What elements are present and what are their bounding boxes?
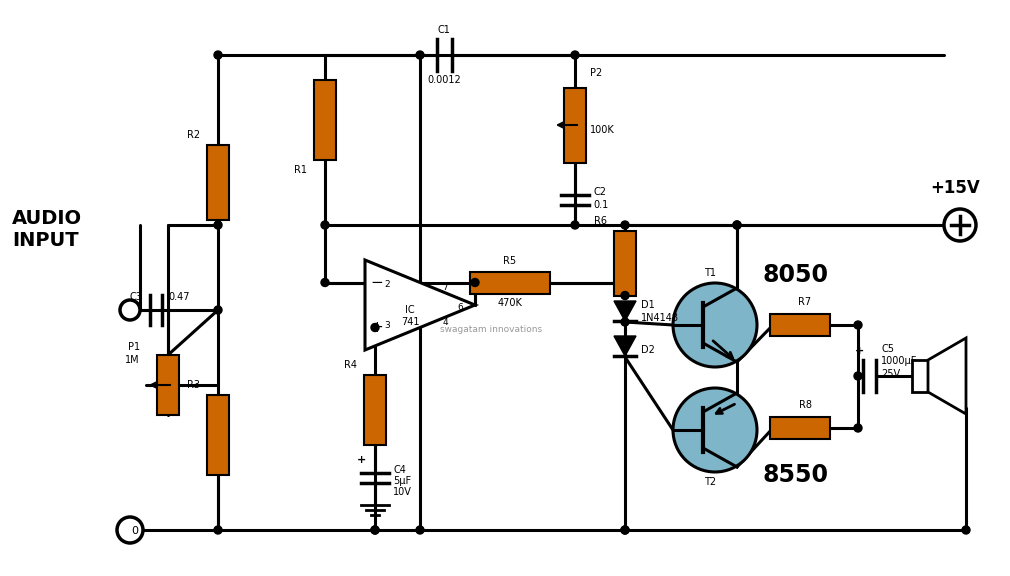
Text: AUDIO
INPUT: AUDIO INPUT (12, 210, 82, 251)
Bar (912, 360, 928, 392)
Text: 4.7K: 4.7K (389, 399, 398, 422)
Text: 25V: 25V (881, 369, 900, 379)
Text: C5: C5 (881, 344, 894, 354)
Bar (207, 145, 229, 219)
Bar (614, 230, 636, 295)
Text: 8050: 8050 (763, 263, 829, 287)
Circle shape (371, 526, 379, 534)
Text: 1N4148: 1N4148 (641, 313, 679, 323)
Text: 2: 2 (384, 280, 390, 289)
Circle shape (962, 526, 970, 534)
Text: 0.47: 0.47 (168, 292, 190, 302)
Text: R2: R2 (187, 130, 200, 139)
Circle shape (321, 279, 329, 286)
Text: 100K: 100K (590, 125, 615, 135)
Text: +: + (855, 346, 865, 356)
Circle shape (854, 424, 862, 432)
Text: D2: D2 (641, 345, 654, 355)
Text: −: − (371, 275, 384, 290)
Text: 0.1: 0.1 (593, 200, 608, 210)
Bar (314, 80, 336, 160)
Circle shape (673, 283, 758, 367)
Text: 270K: 270K (232, 422, 241, 448)
Text: 6: 6 (458, 302, 463, 312)
Bar (564, 88, 586, 162)
Circle shape (571, 221, 579, 229)
Text: +: + (371, 320, 384, 335)
Circle shape (733, 221, 741, 229)
Text: 270K: 270K (232, 169, 241, 195)
Text: C2: C2 (593, 187, 606, 197)
Circle shape (621, 526, 629, 534)
Text: 0: 0 (131, 526, 138, 536)
Text: 7: 7 (442, 283, 447, 292)
Text: R4: R4 (344, 360, 357, 370)
Bar (770, 417, 830, 439)
Text: R8: R8 (799, 400, 811, 410)
Text: 1Ω: 1Ω (793, 341, 808, 351)
Circle shape (214, 51, 222, 59)
Text: 5μF: 5μF (393, 476, 411, 486)
Circle shape (621, 291, 629, 300)
Circle shape (673, 388, 758, 472)
Circle shape (117, 517, 143, 543)
Circle shape (321, 221, 329, 229)
Text: +15V: +15V (930, 179, 980, 197)
Bar (157, 355, 179, 415)
Circle shape (944, 209, 976, 241)
Text: P2: P2 (590, 67, 602, 78)
Circle shape (621, 221, 629, 229)
Circle shape (214, 221, 222, 229)
Text: 741: 741 (401, 317, 419, 327)
Circle shape (416, 526, 424, 534)
Bar (364, 375, 386, 445)
Text: R5: R5 (503, 256, 516, 267)
Text: C3: C3 (129, 292, 142, 302)
Text: 47K: 47K (339, 110, 348, 130)
Text: R7: R7 (799, 297, 812, 307)
Text: R1: R1 (294, 165, 307, 175)
Polygon shape (614, 336, 636, 356)
Circle shape (214, 526, 222, 534)
Circle shape (371, 526, 379, 534)
Text: T1: T1 (704, 268, 716, 278)
Text: 0.0012: 0.0012 (427, 75, 461, 85)
Text: IC: IC (405, 305, 415, 315)
Text: 1Ω: 1Ω (793, 444, 808, 454)
Text: C4: C4 (393, 465, 406, 475)
Text: 1M: 1M (125, 355, 140, 365)
Text: P1: P1 (128, 342, 140, 352)
Circle shape (854, 372, 862, 380)
Polygon shape (614, 301, 636, 321)
Bar (207, 395, 229, 475)
Circle shape (621, 318, 629, 326)
Circle shape (733, 221, 741, 229)
Text: R3: R3 (187, 380, 200, 390)
Text: 1K: 1K (639, 256, 648, 270)
Text: +: + (358, 455, 367, 465)
Circle shape (854, 321, 862, 329)
Bar (770, 314, 830, 336)
Circle shape (214, 306, 222, 314)
Text: 4: 4 (442, 318, 447, 327)
Circle shape (120, 300, 140, 320)
Text: D1: D1 (641, 300, 654, 310)
Circle shape (471, 279, 479, 286)
Polygon shape (928, 338, 966, 414)
Text: C1: C1 (437, 25, 450, 35)
Text: swagatam innovations: swagatam innovations (440, 325, 542, 335)
Circle shape (416, 51, 424, 59)
Circle shape (371, 324, 379, 332)
Text: 470K: 470K (498, 298, 522, 309)
Text: T2: T2 (704, 477, 716, 487)
Polygon shape (365, 260, 475, 350)
Text: 3: 3 (384, 321, 390, 330)
Text: 8550: 8550 (763, 463, 829, 487)
Text: 10V: 10V (393, 487, 412, 497)
Circle shape (621, 526, 629, 534)
Text: R6: R6 (594, 215, 607, 225)
Circle shape (571, 51, 579, 59)
Text: 1000μF: 1000μF (881, 356, 917, 366)
Bar (470, 271, 550, 294)
